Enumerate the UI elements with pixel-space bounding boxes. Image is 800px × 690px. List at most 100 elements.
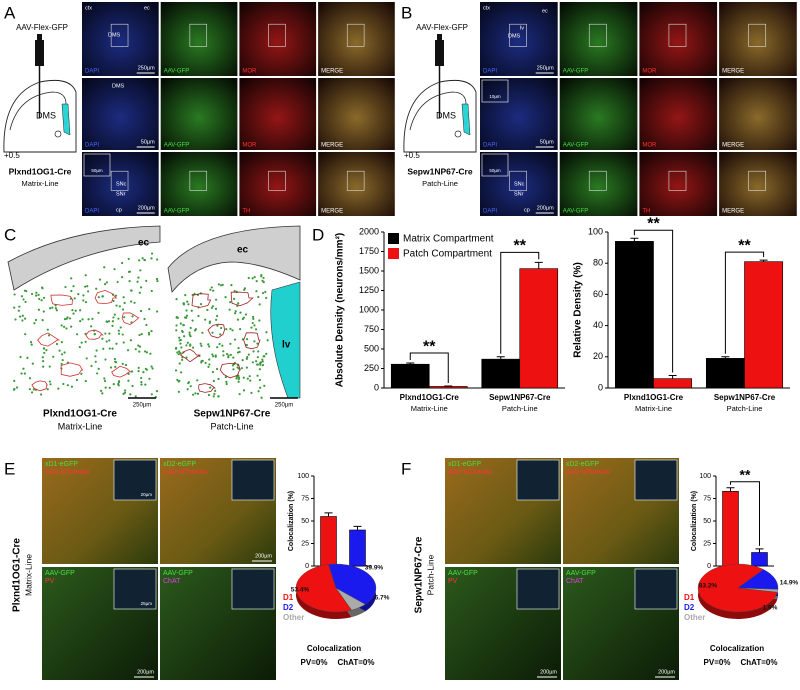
y-tick-label: 25	[703, 540, 711, 547]
cell-dot	[186, 300, 189, 303]
cell-dot	[60, 353, 64, 356]
roi-box	[509, 23, 527, 47]
cell-dot	[179, 351, 182, 355]
cell-dot	[98, 278, 102, 281]
micrograph	[559, 2, 638, 76]
cell-dot	[144, 383, 147, 386]
cell-dot	[19, 315, 22, 318]
syringe-body	[35, 40, 44, 66]
cell-dot	[199, 342, 202, 345]
cell-dot	[176, 316, 179, 320]
cell-dot	[208, 345, 211, 348]
cell-dot	[182, 302, 185, 305]
cell-dot	[150, 365, 153, 368]
cell-dot	[145, 279, 148, 282]
cell-dot	[23, 317, 27, 320]
cell-dot	[229, 353, 232, 356]
cell-dot	[251, 321, 254, 325]
cell-dot	[191, 346, 195, 349]
cell-dot	[261, 358, 264, 361]
cell-dot	[211, 331, 214, 334]
scale-label: 250µm	[537, 65, 554, 71]
micrograph	[480, 78, 558, 150]
cell-dot	[108, 386, 111, 389]
cell-dot	[117, 384, 120, 387]
cell-dot	[84, 379, 87, 383]
cell-dot	[215, 318, 218, 321]
cell-dot	[200, 344, 203, 347]
significance-bracket	[409, 352, 449, 384]
cell-dot	[101, 392, 104, 395]
cell-dot	[84, 340, 87, 343]
y-tick-label: 0	[305, 563, 309, 570]
cell-dot	[139, 269, 142, 272]
cell-dot	[148, 377, 151, 380]
cell-dot	[34, 318, 38, 322]
bar	[428, 386, 468, 389]
stain-label: DAPI	[85, 69, 99, 75]
cell-dot	[37, 308, 41, 311]
cell-dot	[237, 302, 240, 305]
cell-dot	[242, 376, 245, 379]
cell-dot	[21, 319, 24, 322]
stain-label: AAV-GFP	[164, 143, 190, 149]
cell-dot	[177, 353, 180, 356]
cell-dot	[143, 258, 146, 262]
stain-label: AAV-tdTomato	[45, 469, 89, 476]
region-label: ctx	[85, 5, 92, 11]
cell-dot	[103, 282, 107, 286]
cell-dot	[129, 393, 132, 396]
cell-dot	[138, 345, 142, 348]
y-tick-label: 20	[593, 351, 603, 361]
inset-frame	[634, 459, 678, 501]
cell-dot	[214, 307, 218, 310]
cell-dot	[255, 290, 258, 293]
cell-dot	[156, 310, 159, 313]
cell-dot	[149, 352, 152, 355]
scale-label: 250µm	[133, 403, 151, 409]
error-bar	[755, 548, 764, 553]
roi-box	[509, 170, 527, 191]
cell-dot	[136, 280, 139, 283]
cell-dot	[256, 363, 259, 366]
cell-dot	[104, 386, 107, 389]
cell-dot	[17, 309, 20, 312]
cell-dot	[234, 312, 237, 315]
scale-label: 200µm	[255, 553, 272, 559]
cell-dot	[49, 383, 52, 386]
cell-dot	[46, 328, 49, 331]
cell-dot	[72, 285, 75, 288]
stain-label: MOR	[642, 69, 657, 75]
cell-dot	[245, 338, 249, 341]
cell-dot	[244, 313, 248, 316]
line-name: Sepw1NP67-Cre	[414, 536, 425, 613]
scale-label: 200µm	[537, 205, 554, 211]
bar	[320, 516, 337, 567]
cell-dot	[247, 276, 250, 280]
scale-label: 250µm	[138, 65, 155, 71]
cell-dot	[104, 332, 107, 335]
cell-dot	[181, 358, 184, 361]
cell-dot	[196, 379, 199, 382]
cell-dot	[108, 332, 111, 335]
coloc-value: ChAT=0%	[741, 658, 778, 667]
patch-outline	[50, 294, 74, 306]
scale-label: 200µm	[138, 205, 155, 211]
cell-dot	[70, 277, 73, 280]
inset-scale: 50µm	[91, 168, 103, 173]
y-tick-label: 0	[707, 563, 711, 570]
cell-dot	[43, 351, 46, 354]
error-bar	[630, 237, 639, 242]
cell-dot	[78, 345, 81, 349]
cell-dot	[112, 299, 115, 303]
pie-value-label: 39.9%	[365, 565, 384, 572]
cell-dot	[108, 339, 111, 342]
cell-dot	[266, 339, 269, 342]
region-label: ec	[237, 245, 249, 256]
roi-box	[668, 170, 687, 191]
line-subname: Matrix-Line	[23, 554, 33, 596]
cell-dot	[221, 344, 224, 347]
cell-dot	[224, 375, 227, 379]
cell-dot	[60, 362, 63, 366]
anterior-commissure	[454, 130, 462, 138]
